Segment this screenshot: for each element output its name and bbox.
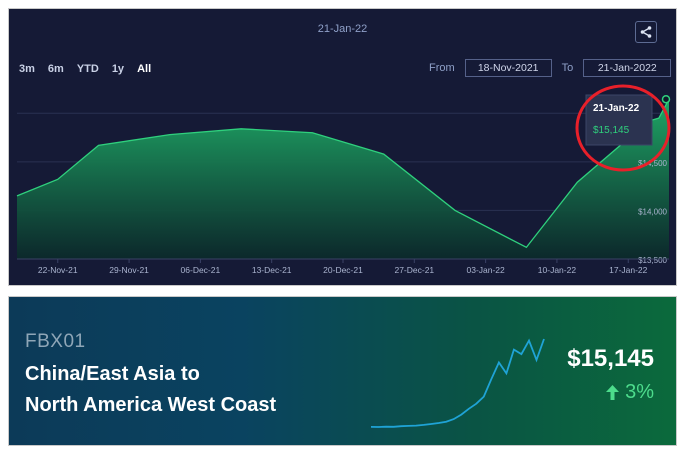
- x-tick-label: 10-Jan-22: [538, 265, 577, 275]
- price-chart[interactable]: $13,500 $14,000 $14,500 22-Nov-21 29-Nov-21 0…: [9, 9, 678, 287]
- hover-point-marker: [661, 94, 671, 104]
- range-button-ytd[interactable]: YTD: [76, 63, 99, 75]
- to-label: To: [561, 62, 574, 74]
- range-button-6m[interactable]: 6m: [47, 63, 64, 75]
- date-range-controls: From To: [429, 59, 672, 77]
- x-tick-label: 29-Nov-21: [109, 265, 149, 275]
- x-tick-label: 22-Nov-21: [38, 265, 78, 275]
- share-icon: [640, 26, 652, 38]
- share-button[interactable]: [635, 21, 657, 43]
- arrow-up-icon: [606, 385, 620, 400]
- range-button-3m[interactable]: 3m: [19, 63, 35, 75]
- index-code: FBX01: [25, 331, 86, 352]
- index-banner: FBX01 China/East Asia to North America W…: [8, 296, 677, 446]
- chart-date-header: 21-Jan-22: [317, 23, 368, 35]
- price-area: [17, 99, 669, 259]
- highlight-circle: [575, 84, 671, 172]
- route-origin: China/East Asia to: [25, 363, 200, 385]
- tooltip-date: 21-Jan-22: [593, 103, 640, 114]
- y-tick-label: $13,500: [638, 256, 667, 265]
- index-price: $15,145: [567, 345, 654, 372]
- x-tick-label: 17-Jan-22: [609, 265, 648, 275]
- x-tick-label: 20-Dec-21: [323, 265, 363, 275]
- price-tooltip: 21-Jan-22 $15,145: [585, 94, 653, 146]
- sparkline-chart: [370, 338, 545, 428]
- x-tick-label: 06-Dec-21: [181, 265, 221, 275]
- price-change: 3%: [606, 381, 654, 404]
- x-tick-label: 27-Dec-21: [394, 265, 434, 275]
- x-tick-label: 03-Jan-22: [466, 265, 505, 275]
- chart-panel: 21-Jan-22 3m 6m YTD 1y All From To $13,5…: [8, 8, 677, 286]
- range-selector: 3m 6m YTD 1y All: [19, 63, 164, 75]
- x-tick-label: 13-Dec-21: [252, 265, 292, 275]
- range-button-1y[interactable]: 1y: [111, 63, 125, 75]
- from-date-input[interactable]: [464, 59, 552, 77]
- y-tick-label: $14,000: [638, 207, 667, 216]
- price-change-value: 3%: [625, 381, 654, 403]
- route-destination: North America West Coast: [25, 394, 277, 416]
- from-label: From: [429, 62, 455, 74]
- tooltip-value: $15,145: [593, 125, 630, 136]
- to-date-input[interactable]: [583, 59, 672, 77]
- y-tick-label: $14,500: [638, 159, 667, 168]
- range-button-all[interactable]: All: [137, 63, 152, 75]
- sparkline-line: [370, 338, 545, 428]
